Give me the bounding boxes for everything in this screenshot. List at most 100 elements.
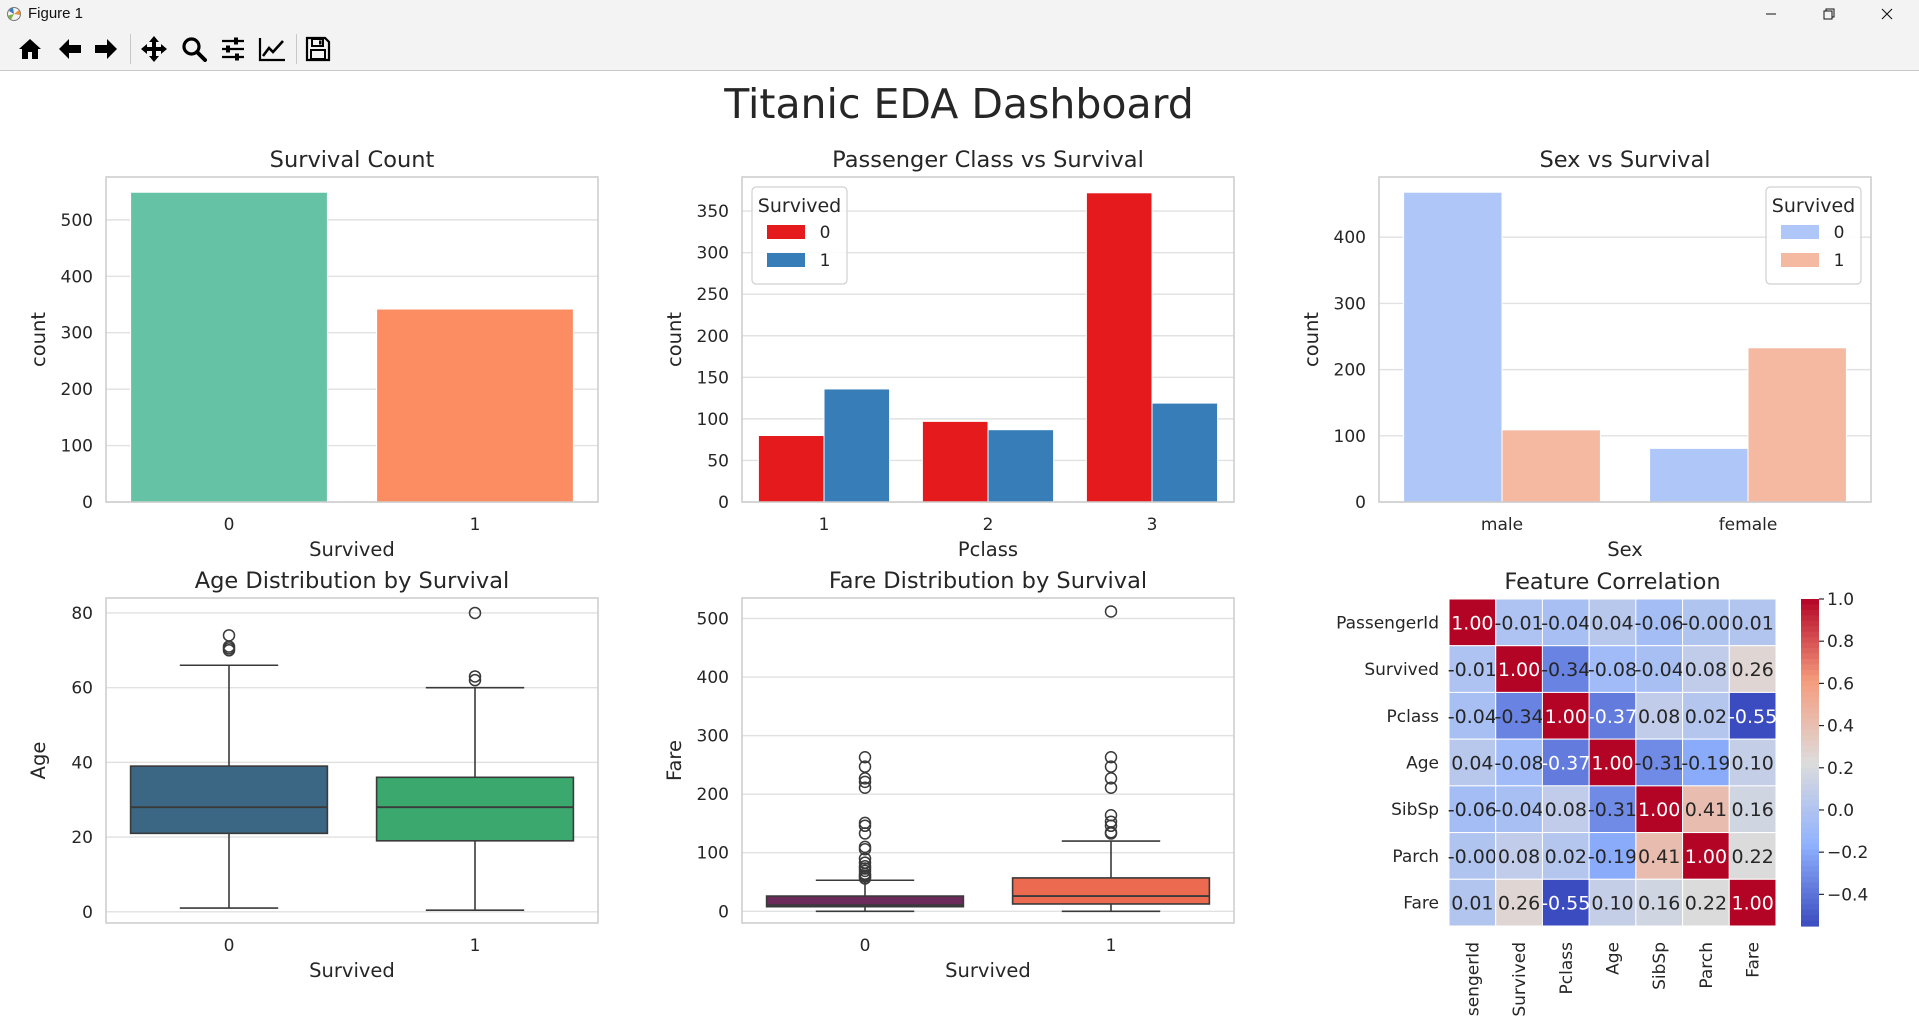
- y-tick-label: 300: [1334, 294, 1366, 314]
- colorbar-segment: [1801, 762, 1819, 769]
- heatmap-cell-label: 1.00: [1451, 612, 1493, 634]
- legend-entry: 0: [820, 223, 831, 243]
- back-button[interactable]: [53, 33, 87, 65]
- y-tick-label: 0: [718, 493, 729, 513]
- y-tick-label: 0: [718, 902, 729, 922]
- chart-title: Feature Correlation: [1504, 569, 1720, 595]
- customize-button[interactable]: [255, 33, 289, 65]
- heatmap-cell-label: -0.08: [1494, 753, 1543, 775]
- heatmap-cell: [1635, 645, 1684, 693]
- heatmap-cell-label: -0.55: [1541, 893, 1590, 915]
- x-axis-label: Pclass: [958, 538, 1018, 561]
- bar: [1151, 402, 1219, 503]
- arrow-right-icon: [95, 39, 117, 59]
- colorbar-segment: [1801, 724, 1819, 731]
- x-tick-label: 1: [1106, 936, 1117, 956]
- heatmap-cell: [1588, 645, 1637, 693]
- y-tick-label: 0: [82, 903, 93, 923]
- x-tick-label: PassengerId: [1463, 942, 1483, 1016]
- restore-button[interactable]: [1806, 0, 1852, 28]
- line-chart-icon: [258, 38, 285, 62]
- zoom-button[interactable]: [177, 33, 211, 65]
- colorbar-tick-label: −0.4: [1827, 885, 1868, 905]
- outlier-point: [858, 751, 872, 764]
- heatmap-cell: [1682, 598, 1730, 647]
- heatmap-cell-label: -0.37: [1541, 753, 1590, 775]
- heatmap-cell: [1495, 785, 1543, 834]
- x-tick-label: 1: [819, 515, 830, 535]
- colorbar-segment: [1801, 718, 1819, 725]
- x-tick-label: male: [1481, 515, 1523, 535]
- y-tick-label: Parch: [1392, 847, 1439, 867]
- y-tick-label: 100: [1334, 427, 1366, 447]
- chart-title: Passenger Class vs Survival: [832, 147, 1144, 173]
- colorbar-segment: [1801, 920, 1819, 927]
- outlier-point: [468, 670, 482, 683]
- heatmap-cell: [1728, 832, 1777, 880]
- y-tick-label: 80: [71, 604, 93, 624]
- colorbar-segment: [1801, 686, 1819, 693]
- y-tick-label: 300: [697, 244, 729, 264]
- box: [129, 765, 329, 835]
- y-tick-label: 500: [697, 609, 729, 629]
- y-tick-label: 500: [61, 211, 93, 231]
- heatmap-cell: [1448, 832, 1497, 880]
- y-tick-label: 300: [61, 324, 93, 344]
- minimize-button[interactable]: [1748, 0, 1794, 28]
- legend-entry: 1: [820, 251, 831, 271]
- colorbar-segment: [1801, 642, 1819, 649]
- heatmap-cell-label: -0.08: [1588, 659, 1637, 681]
- chart-title: Sex vs Survival: [1539, 147, 1710, 173]
- y-tick-label: 60: [71, 679, 93, 699]
- colorbar-segment: [1801, 751, 1819, 758]
- outlier-point: [858, 775, 872, 789]
- heatmap-cell-label: 1.00: [1731, 893, 1773, 915]
- axes-frame: [105, 176, 599, 503]
- y-axis-label: count: [1300, 312, 1323, 367]
- colorbar-segment: [1801, 658, 1819, 665]
- x-tick-label: Fare: [1744, 942, 1764, 978]
- heatmap-cell: [1588, 738, 1637, 787]
- close-button[interactable]: [1864, 0, 1910, 28]
- chart-age-distribution: 0 20 40 60 80 Age Distribution by Survival Sur…: [27, 568, 599, 982]
- figure-canvas[interactable]: Titanic EDA Dashboard 0100200300400500Su…: [0, 71, 1919, 1016]
- axes-frame: [1378, 176, 1872, 503]
- heatmap-cell-label: 0.08: [1638, 706, 1680, 728]
- heatmap-cell: [1635, 878, 1684, 927]
- colorbar-segment: [1801, 669, 1819, 676]
- legend-title: Survived: [758, 195, 841, 217]
- colorbar-tick-label: 0.8: [1827, 632, 1854, 652]
- y-tick-label: 400: [61, 267, 93, 287]
- heatmap-cell-label: 0.01: [1731, 612, 1773, 634]
- close-icon: [1881, 8, 1893, 20]
- colorbar-segment: [1801, 795, 1819, 802]
- colorbar-segment: [1801, 664, 1819, 671]
- heatmap-cell-label: -0.37: [1588, 706, 1637, 728]
- chart-title: Age Distribution by Survival: [195, 568, 510, 594]
- subplots-button[interactable]: [216, 33, 250, 65]
- bar: [757, 435, 825, 503]
- colorbar-segment: [1801, 648, 1819, 655]
- pan-button[interactable]: [137, 33, 171, 65]
- heatmap-cell: [1682, 878, 1730, 927]
- heatmap-cell-label: -0.01: [1448, 659, 1497, 681]
- heatmap-cell-label: -0.06: [1448, 799, 1497, 821]
- x-axis-label: Survived: [309, 538, 395, 561]
- forward-button[interactable]: [89, 33, 123, 65]
- x-tick-label: 1: [470, 936, 481, 956]
- heatmap-cell-label: 0.04: [1451, 753, 1493, 775]
- heatmap-cell: [1448, 785, 1497, 834]
- y-tick-label: 350: [697, 202, 729, 222]
- home-icon: [19, 39, 41, 59]
- y-tick-label: 400: [697, 668, 729, 688]
- save-button[interactable]: [301, 33, 335, 65]
- colorbar-tick-label: 0.6: [1827, 674, 1854, 694]
- heatmap-cell: [1588, 785, 1637, 834]
- bar: [1747, 347, 1847, 503]
- heatmap-cell: [1635, 738, 1684, 787]
- home-button[interactable]: [13, 33, 47, 65]
- legend-swatch: [1781, 253, 1819, 267]
- bar: [130, 191, 328, 503]
- heatmap-cell-label: 1.00: [1498, 659, 1540, 681]
- colorbar-segment: [1801, 898, 1819, 905]
